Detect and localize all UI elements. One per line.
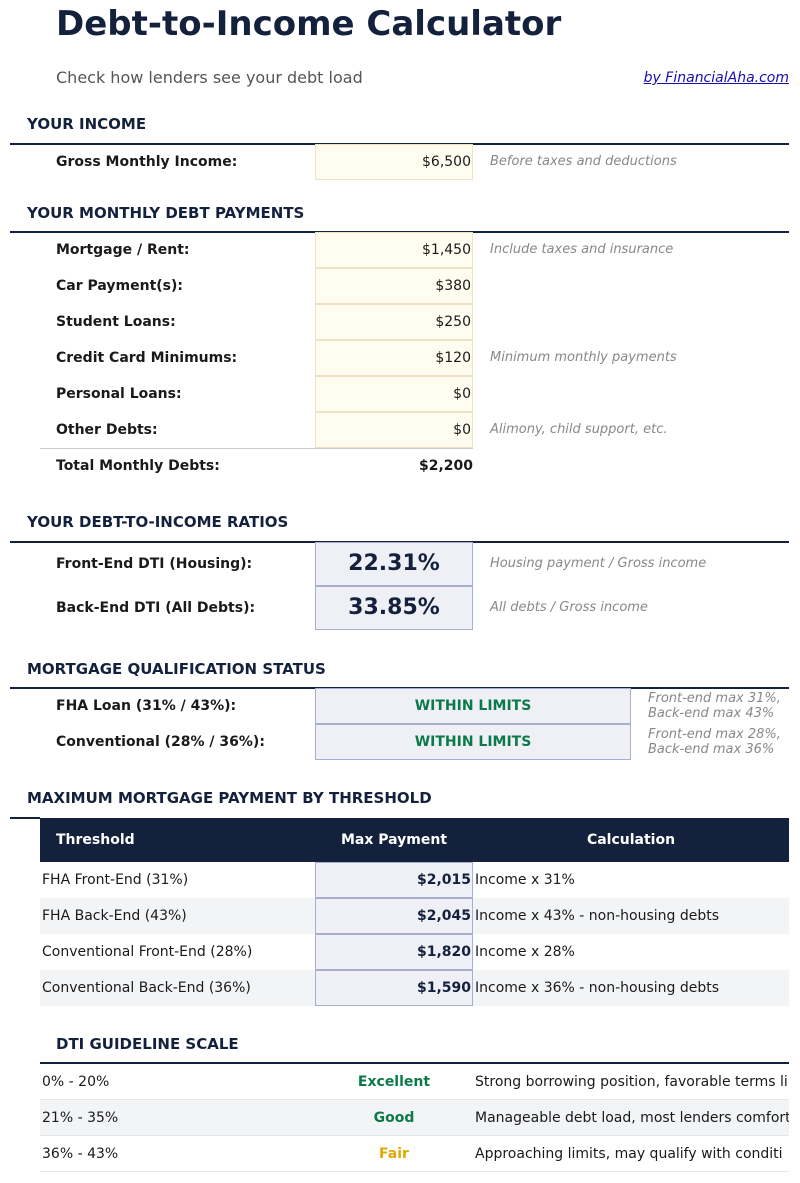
calculation-cell: Income x 43% - non-housing debts: [475, 908, 720, 924]
loan-type-label: FHA Loan (31% / 43%):: [56, 698, 237, 714]
loan-type-label: Conventional (28% / 36%):: [56, 734, 265, 750]
max-payment-cell: $2,015: [315, 862, 473, 898]
debt-label: Credit Card Minimums:: [56, 350, 238, 366]
description-cell: Manageable debt load, most lenders comfo…: [475, 1110, 789, 1126]
debt-input[interactable]: $0: [315, 412, 473, 448]
ratio-label: Back-End DTI (All Debts):: [56, 600, 256, 616]
divider: [40, 1062, 789, 1064]
debt-note: Include taxes and insurance: [490, 242, 674, 257]
debt-input[interactable]: $380: [315, 268, 473, 304]
debt-label: Student Loans:: [56, 314, 176, 330]
threshold-cell: FHA Back-End (43%): [42, 908, 187, 924]
ratio-value: 22.31%: [315, 542, 473, 586]
credit-link[interactable]: by FinancialAha.com: [643, 70, 789, 86]
threshold-cell: Conventional Front-End (28%): [42, 944, 253, 960]
description-cell: Strong borrowing position, favorable ter…: [475, 1074, 788, 1090]
debt-label: Car Payment(s):: [56, 278, 183, 294]
ratio-value: 33.85%: [315, 586, 473, 630]
calculation-cell: Income x 36% - non-housing debts: [475, 980, 720, 996]
table-row: 0% - 20% Excellent Strong borrowing posi…: [40, 1064, 789, 1100]
calculation-cell: Income x 28%: [475, 944, 575, 960]
threshold-cell: FHA Front-End (31%): [42, 872, 189, 888]
debt-label: Other Debts:: [56, 422, 158, 438]
section-income: YOUR INCOME: [27, 115, 147, 133]
range-cell: 36% - 43%: [42, 1146, 119, 1162]
limit-note-1: Front-end max 28%,: [648, 727, 781, 742]
table-row: FHA Front-End (31%) $2,015 Income x 31%: [40, 862, 789, 898]
ratio-label: Front-End DTI (Housing):: [56, 556, 253, 572]
debt-label: Mortgage / Rent:: [56, 242, 190, 258]
rating-cell: Excellent: [357, 1074, 431, 1090]
total-debts-value: $2,200: [418, 458, 473, 474]
col-calculation: Calculation: [586, 832, 676, 848]
rating-cell: Fair: [379, 1146, 409, 1162]
max-payment-cell: $1,590: [315, 970, 473, 1006]
page-title: Debt-to-Income Calculator: [56, 4, 562, 44]
total-debts-label: Total Monthly Debts:: [56, 458, 220, 474]
page-subtitle: Check how lenders see your debt load: [56, 68, 363, 87]
calculation-cell: Income x 31%: [475, 872, 575, 888]
debt-input[interactable]: $1,450: [315, 232, 473, 268]
table-row: Conventional Front-End (28%) $1,820 Inco…: [40, 934, 789, 970]
max-payment-table-header: Threshold Max Payment Calculation: [40, 818, 789, 862]
section-max-payment: MAXIMUM MORTGAGE PAYMENT BY THRESHOLD: [27, 789, 432, 807]
status-badge: WITHIN LIMITS: [315, 688, 631, 724]
ratio-note: All debts / Gross income: [490, 600, 648, 615]
range-cell: 21% - 35%: [42, 1110, 119, 1126]
table-row: 36% - 43% Fair Approaching limits, may q…: [40, 1136, 789, 1172]
col-threshold: Threshold: [56, 832, 135, 848]
ratio-note: Housing payment / Gross income: [490, 556, 707, 571]
section-qualification: MORTGAGE QUALIFICATION STATUS: [27, 660, 326, 678]
table-row: 21% - 35% Good Manageable debt load, mos…: [40, 1100, 789, 1136]
max-payment-cell: $1,820: [315, 934, 473, 970]
gross-income-input[interactable]: $6,500: [315, 144, 473, 180]
section-debts: YOUR MONTHLY DEBT PAYMENTS: [27, 204, 305, 222]
debt-input[interactable]: $120: [315, 340, 473, 376]
rating-cell: Good: [373, 1110, 415, 1126]
range-cell: 0% - 20%: [42, 1074, 110, 1090]
income-note: Before taxes and deductions: [490, 154, 677, 169]
debt-input[interactable]: $0: [315, 376, 473, 412]
col-max-payment: Max Payment: [340, 832, 448, 848]
debt-label: Personal Loans:: [56, 386, 182, 402]
section-guideline: DTI GUIDELINE SCALE: [56, 1035, 239, 1053]
limit-note-1: Front-end max 31%,: [648, 691, 781, 706]
limit-note-2: Back-end max 36%: [648, 742, 775, 757]
divider: [10, 817, 40, 819]
table-row: Conventional Back-End (36%) $1,590 Incom…: [40, 970, 789, 1006]
income-label: Gross Monthly Income:: [56, 154, 238, 170]
total-divider: [40, 448, 473, 449]
debt-note: Alimony, child support, etc.: [490, 422, 668, 437]
limit-note-2: Back-end max 43%: [648, 706, 775, 721]
debt-note: Minimum monthly payments: [490, 350, 677, 365]
max-payment-cell: $2,045: [315, 898, 473, 934]
status-badge: WITHIN LIMITS: [315, 724, 631, 760]
table-row: FHA Back-End (43%) $2,045 Income x 43% -…: [40, 898, 789, 934]
debt-input[interactable]: $250: [315, 304, 473, 340]
section-ratios: YOUR DEBT-TO-INCOME RATIOS: [27, 513, 289, 531]
threshold-cell: Conventional Back-End (36%): [42, 980, 251, 996]
description-cell: Approaching limits, may qualify with con…: [475, 1146, 783, 1162]
